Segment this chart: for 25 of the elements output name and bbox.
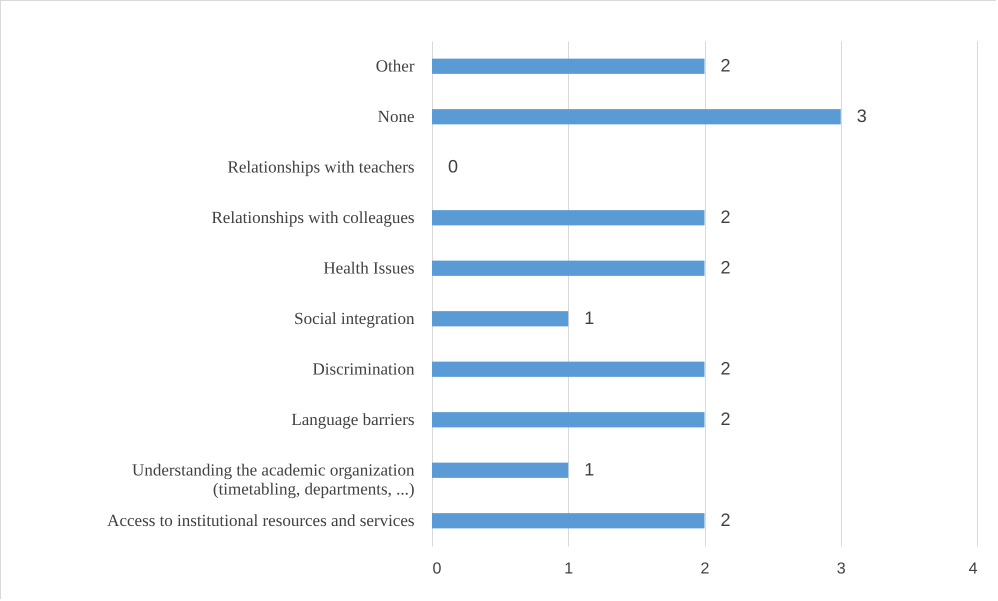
x-tick-label: 1: [564, 560, 574, 578]
x-tick-label: 3: [836, 560, 846, 578]
data-label: 3: [856, 106, 867, 126]
x-tick-label: 2: [700, 560, 710, 578]
data-label: 1: [584, 459, 594, 480]
data-label: 0: [448, 156, 458, 176]
data-label: 2: [720, 408, 731, 429]
y-tick-label: Social integration: [294, 308, 415, 328]
y-tick-label: None: [378, 106, 414, 126]
y-tick-label: Relationships with colleagues: [211, 208, 414, 227]
data-label: 2: [720, 358, 731, 378]
y-tick-label: Relationships with teachers: [228, 157, 414, 176]
data-label: 2: [720, 55, 731, 76]
data-label: 1: [584, 308, 594, 328]
data-label: 2: [720, 206, 731, 227]
y-tick-label: Discrimination: [312, 359, 415, 378]
x-tick-label: 4: [968, 560, 978, 578]
y-tick-label: Access to institutional resources and services: [107, 510, 414, 530]
y-tick-label: Health Issues: [323, 258, 414, 278]
x-tick-label: 0: [432, 560, 442, 578]
y-tick-label: Other: [376, 56, 415, 76]
y-tick-label: Understanding the academic organization (timetabling, departments, ...): [132, 460, 415, 498]
y-tick-label: Language barriers: [291, 410, 414, 429]
data-label: 2: [720, 257, 731, 278]
data-label: 2: [720, 510, 731, 530]
